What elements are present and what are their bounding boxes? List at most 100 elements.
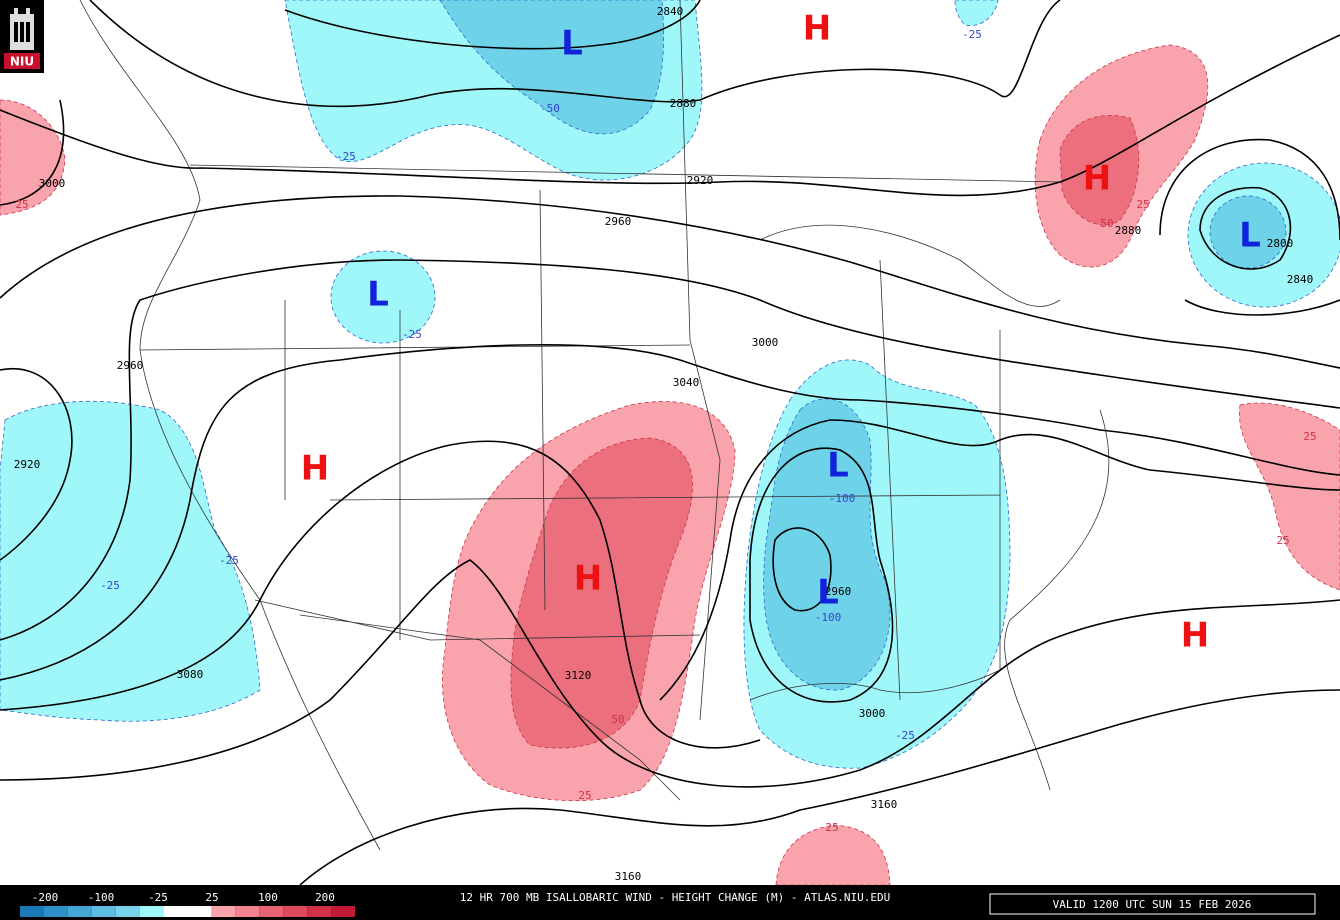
contour-labels: 2840 2880 2920 2960 3000 3040 3000 2960 … [14,5,1314,883]
contour-label: 3000 [39,177,66,190]
contour [659,419,1340,701]
contour-label: 2800 [1267,237,1294,250]
change-label: -25 [895,729,915,742]
change-label: -25 [336,150,356,163]
height-contours [0,0,1340,886]
contour [772,527,832,612]
boundaries [79,0,1110,851]
contour-label: 2880 [670,97,697,110]
colorbar [20,906,355,917]
contour [0,440,761,749]
colorbar-segment [43,906,68,917]
colorbar-segment [67,906,92,917]
fall-core [1209,195,1287,269]
footer-title: 12 HR 700 MB ISALLOBARIC WIND - HEIGHT C… [460,891,890,904]
contour [749,447,894,703]
pressure-center: H [574,559,602,599]
contour-label: 3160 [871,798,898,811]
pressure-center: H [301,449,329,489]
colorbar-segment [115,906,140,917]
colorbar-label: 200 [315,891,335,904]
change-label: -25 [402,328,422,341]
change-label: 25 [578,789,591,802]
contour [0,195,1340,369]
contour [0,99,73,561]
contour-label: 2960 [825,585,852,598]
colorbar-segment [259,906,284,917]
change-label: -25 [962,28,982,41]
logo-windows [14,22,30,42]
valid-box [989,893,1316,915]
pressure-center: H [1083,159,1111,199]
colorbar-segment [283,906,308,917]
contour [0,559,1340,788]
rise-area [1239,402,1340,591]
contour-label: 3040 [673,376,700,389]
coastline [79,0,1001,851]
change-label: 25 [1303,430,1316,443]
change-label: -100 [829,492,856,505]
contour-label: 3080 [177,668,204,681]
contour [89,0,1061,108]
contour-label: 2840 [1287,273,1314,286]
contour [1159,138,1340,316]
logo-badge [4,53,40,69]
colorbar-label: -200 [32,891,59,904]
colorbar-label: -100 [88,891,115,904]
contour-label: 2960 [605,215,632,228]
contour-label: 2920 [687,174,714,187]
rise-core [510,437,693,749]
logo: NIU [0,0,44,73]
colorbar-segment [163,906,188,917]
colorbar-segment [307,906,332,917]
fall-core [439,0,664,135]
colorbar-segment [211,906,236,917]
rise-core [1059,114,1140,226]
contour-label: 3120 [565,669,592,682]
change-labels: -25 -50 -25 -25 -25 -25 -100 -100 -25 25… [15,28,1316,834]
fall-area [330,250,436,344]
change-label: 25 [825,821,838,834]
contour-label: 2880 [1115,224,1142,237]
contour [284,0,701,50]
pressure-center: H [803,9,831,49]
contour-label: 3000 [752,336,779,349]
contour-label: 2960 [117,359,144,372]
contour-label: 3000 [859,707,886,720]
pressure-center: H [1181,616,1209,656]
colorbar-segment [235,906,260,917]
change-label: 50 [611,713,624,726]
contour-label: 2920 [14,458,41,471]
change-label: -25 [100,579,120,592]
contour [0,34,1340,197]
contour [299,689,1340,886]
contour [0,343,1340,681]
colorbar-segment [139,906,164,917]
contour [0,259,1340,641]
colorbar-segment [331,906,355,917]
colorbar-segment [91,906,116,917]
change-label: 25 [15,198,28,211]
colorbar-segment [20,906,44,917]
height-rise-cores [510,114,1140,749]
contour-label: 2840 [657,5,684,18]
change-label: -25 [219,554,239,567]
pressure-center: L [817,573,839,613]
change-label: -50 [540,102,560,115]
pressure-center: L [1239,216,1261,256]
pressure-centers: L H H L L H H L L H [301,9,1261,656]
pressure-center: L [367,275,389,315]
logo-text: NIU [10,55,34,69]
colorbar-label: 25 [205,891,218,904]
pressure-center: L [561,24,583,64]
change-label: 50 [1100,217,1113,230]
change-label: 25 [1136,198,1149,211]
colorbar-label: -25 [148,891,168,904]
contour-label: 3160 [615,870,642,883]
state-lines [139,0,1110,801]
height-fall-cores [439,0,1287,691]
colorbar-segment [187,906,212,917]
valid-time: VALID 1200 UTC SUN 15 FEB 2026 [1053,898,1252,911]
